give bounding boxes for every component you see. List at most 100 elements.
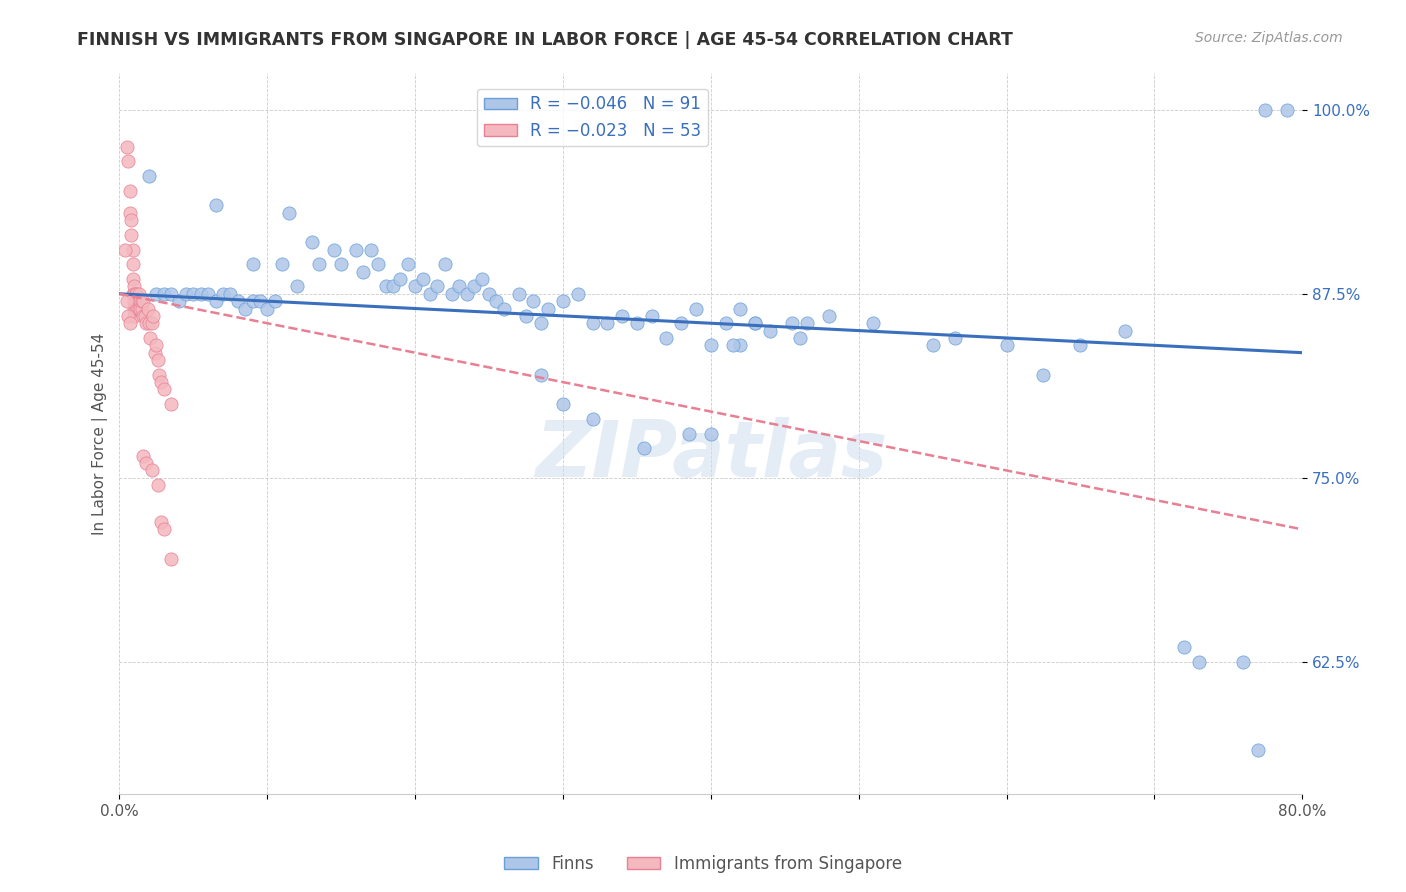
Point — [862, 316, 884, 330]
Point — [134, 309, 156, 323]
Point — [352, 265, 374, 279]
Point — [685, 301, 707, 316]
Point — [780, 316, 803, 330]
Point — [412, 272, 434, 286]
Point — [145, 338, 167, 352]
Point — [125, 301, 148, 316]
Point — [115, 139, 138, 153]
Point — [160, 286, 183, 301]
Point — [522, 294, 544, 309]
Point — [139, 331, 162, 345]
Point — [117, 154, 139, 169]
Point — [129, 294, 152, 309]
Point — [129, 301, 152, 316]
Point — [135, 316, 157, 330]
Point — [190, 286, 212, 301]
Point — [118, 184, 141, 198]
Point — [121, 272, 143, 286]
Point — [120, 213, 142, 227]
Point — [818, 309, 841, 323]
Point — [322, 243, 344, 257]
Point — [744, 316, 766, 330]
Point — [530, 316, 553, 330]
Legend: R = −0.046   N = 91, R = −0.023   N = 53: R = −0.046 N = 91, R = −0.023 N = 53 — [477, 88, 709, 146]
Point — [633, 442, 655, 456]
Point — [492, 301, 515, 316]
Point — [381, 279, 404, 293]
Point — [146, 478, 169, 492]
Point — [530, 368, 553, 382]
Point — [122, 294, 145, 309]
Point — [117, 309, 139, 323]
Point — [132, 449, 155, 463]
Point — [152, 522, 174, 536]
Point — [204, 198, 226, 212]
Point — [114, 243, 136, 257]
Point — [121, 243, 143, 257]
Point — [131, 294, 153, 309]
Point — [128, 301, 150, 316]
Point — [233, 301, 256, 316]
Point — [146, 353, 169, 368]
Point — [301, 235, 323, 250]
Point — [640, 309, 662, 323]
Point — [626, 316, 648, 330]
Point — [730, 338, 752, 352]
Point — [700, 426, 723, 441]
Point — [145, 286, 167, 301]
Point — [995, 338, 1018, 352]
Point — [115, 294, 138, 309]
Point — [537, 301, 560, 316]
Point — [551, 294, 574, 309]
Point — [122, 301, 145, 316]
Point — [759, 324, 782, 338]
Point — [121, 286, 143, 301]
Point — [610, 309, 633, 323]
Point — [1188, 655, 1211, 669]
Point — [212, 286, 235, 301]
Point — [1069, 338, 1091, 352]
Text: FINNISH VS IMMIGRANTS FROM SINGAPORE IN LABOR FORCE | AGE 45-54 CORRELATION CHAR: FINNISH VS IMMIGRANTS FROM SINGAPORE IN … — [77, 31, 1014, 49]
Point — [581, 412, 603, 426]
Point — [160, 397, 183, 411]
Point — [138, 316, 160, 330]
Point — [1254, 103, 1277, 117]
Point — [138, 169, 160, 183]
Point — [308, 257, 330, 271]
Point — [730, 301, 752, 316]
Point — [122, 279, 145, 293]
Point — [249, 294, 271, 309]
Point — [426, 279, 449, 293]
Point — [197, 286, 219, 301]
Point — [796, 316, 818, 330]
Point — [135, 456, 157, 470]
Point — [152, 383, 174, 397]
Point — [744, 316, 766, 330]
Point — [1232, 655, 1254, 669]
Legend: Finns, Immigrants from Singapore: Finns, Immigrants from Singapore — [498, 848, 908, 880]
Point — [127, 294, 149, 309]
Point — [789, 331, 811, 345]
Text: ZIPatlas: ZIPatlas — [534, 417, 887, 493]
Point — [389, 272, 412, 286]
Point — [1114, 324, 1136, 338]
Point — [121, 257, 143, 271]
Point — [1247, 743, 1270, 757]
Point — [551, 397, 574, 411]
Point — [278, 206, 301, 220]
Point — [449, 279, 471, 293]
Point — [456, 286, 478, 301]
Point — [122, 309, 145, 323]
Point — [143, 345, 166, 359]
Point — [1277, 103, 1299, 117]
Point — [242, 294, 264, 309]
Point — [404, 279, 426, 293]
Point — [344, 243, 367, 257]
Point — [721, 338, 744, 352]
Point — [581, 316, 603, 330]
Point — [204, 294, 226, 309]
Point — [367, 257, 389, 271]
Point — [515, 309, 537, 323]
Point — [149, 375, 172, 389]
Point — [271, 257, 294, 271]
